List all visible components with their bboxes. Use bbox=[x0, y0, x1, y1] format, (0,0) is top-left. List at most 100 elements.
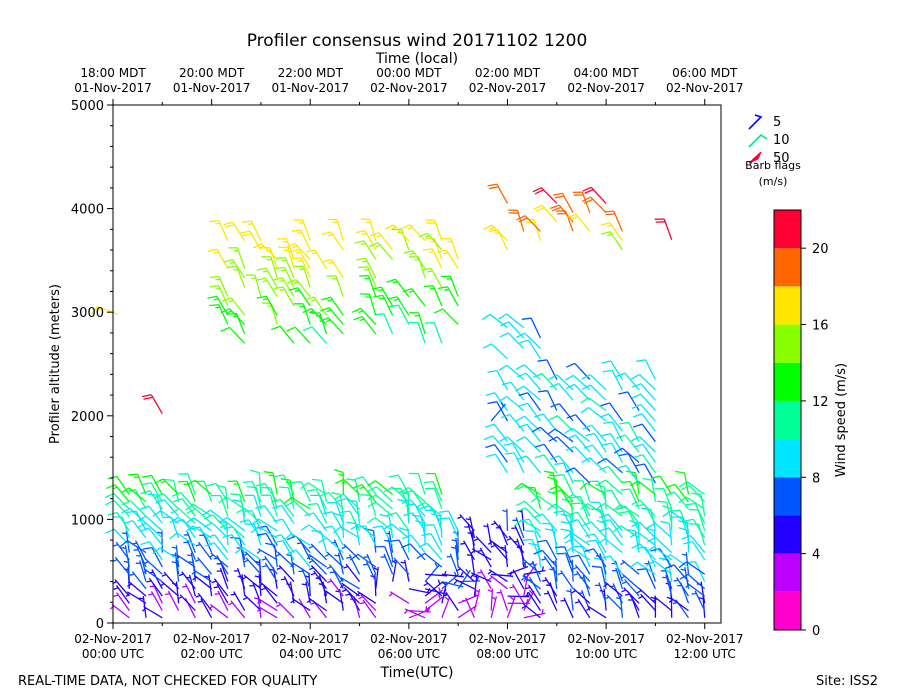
wind-barb bbox=[227, 480, 246, 503]
wind-barb bbox=[515, 500, 541, 517]
wind-barb bbox=[585, 432, 607, 453]
wind-barb bbox=[533, 204, 558, 223]
wind-barb bbox=[437, 286, 459, 307]
top-tick-label-time: 02:00 MDT bbox=[475, 66, 541, 80]
wind-barb bbox=[631, 499, 656, 517]
wind-barb bbox=[512, 517, 525, 539]
wind-barb bbox=[214, 590, 229, 611]
wind-barb bbox=[451, 537, 459, 560]
wind-barb bbox=[334, 493, 361, 510]
wind-barb bbox=[273, 277, 295, 298]
wind-barb bbox=[293, 219, 311, 241]
wind-barb bbox=[206, 482, 229, 503]
wind-barb bbox=[481, 313, 508, 329]
wind-barb bbox=[287, 278, 311, 298]
wind-barb bbox=[360, 218, 377, 241]
wind-barb bbox=[300, 524, 327, 539]
legend-label: 50 bbox=[773, 151, 790, 166]
wind-barb bbox=[629, 480, 656, 496]
wind-barb bbox=[322, 525, 344, 546]
wind-barb bbox=[141, 394, 163, 415]
wind-barb bbox=[113, 592, 130, 611]
wind-barb bbox=[218, 516, 246, 532]
wind-barb bbox=[509, 583, 525, 604]
wind-barb bbox=[685, 502, 706, 524]
wind-barb bbox=[630, 374, 656, 391]
wind-barb bbox=[304, 296, 328, 316]
wind-barb bbox=[564, 374, 591, 391]
wind-barb bbox=[521, 603, 541, 619]
wind-barb bbox=[504, 452, 525, 474]
top-tick-label-date: 02-Nov-2017 bbox=[370, 81, 448, 95]
wind-barb bbox=[457, 513, 475, 532]
wind-barb bbox=[149, 583, 163, 604]
wind-barb bbox=[273, 540, 295, 561]
wind-barb bbox=[631, 436, 656, 453]
legend-label: 10 bbox=[773, 133, 790, 148]
wind-barb bbox=[335, 588, 344, 611]
wind-barb bbox=[209, 285, 229, 307]
top-tick-label-time: 00:00 MDT bbox=[376, 66, 442, 80]
wind-barb bbox=[530, 495, 558, 510]
wind-barb bbox=[403, 512, 426, 532]
colorbar-bin bbox=[774, 210, 801, 249]
wind-barb bbox=[306, 488, 328, 510]
wind-barb bbox=[321, 296, 344, 316]
wind-barb bbox=[341, 586, 361, 604]
wind-barb bbox=[339, 582, 360, 597]
wind-barb bbox=[142, 474, 163, 495]
colorbar-bin bbox=[774, 477, 801, 516]
legend-units: (m/s) bbox=[759, 175, 788, 188]
wind-barb bbox=[565, 467, 591, 484]
wind-barb bbox=[597, 479, 623, 495]
legend-barb-5 bbox=[748, 114, 763, 130]
wind-barb bbox=[549, 485, 574, 503]
wind-barb bbox=[422, 248, 443, 269]
wind-barb bbox=[273, 286, 295, 307]
wind-barb bbox=[178, 571, 196, 590]
wind-barb bbox=[601, 360, 623, 380]
wind-barb bbox=[496, 589, 509, 611]
wind-barb bbox=[515, 332, 541, 349]
wind-barb bbox=[632, 413, 656, 432]
wind-barb bbox=[399, 486, 426, 503]
wind-barb bbox=[298, 598, 311, 619]
wind-barb bbox=[334, 552, 344, 575]
wind-barb bbox=[685, 582, 706, 597]
wind-barb bbox=[369, 232, 394, 251]
top-tick-label-date: 01-Nov-2017 bbox=[271, 81, 349, 95]
wind-barb bbox=[646, 537, 673, 554]
wind-barb bbox=[513, 482, 541, 496]
wind-barb bbox=[595, 582, 607, 604]
wind-barb bbox=[553, 510, 574, 532]
wind-barb bbox=[307, 502, 328, 524]
colorbar-bin bbox=[774, 439, 801, 478]
wind-barb bbox=[183, 539, 196, 561]
wind-barb bbox=[525, 584, 542, 604]
wind-barb bbox=[302, 308, 327, 326]
wind-barb bbox=[660, 567, 673, 590]
wind-barb bbox=[678, 561, 706, 575]
wind-barb bbox=[668, 597, 689, 612]
wind-barb bbox=[601, 489, 623, 510]
wind-barb bbox=[263, 471, 278, 495]
wind-barb bbox=[250, 518, 278, 532]
wind-barb bbox=[564, 427, 591, 443]
wind-barb bbox=[581, 196, 607, 214]
wind-barb bbox=[401, 499, 426, 517]
wind-barb bbox=[333, 512, 344, 539]
wind-barb bbox=[662, 574, 673, 597]
wind-barb bbox=[242, 551, 262, 568]
wind-barb bbox=[491, 520, 509, 539]
wind-barb bbox=[485, 443, 509, 463]
wind-barb bbox=[271, 498, 295, 517]
colorbar: 0 4 8 12 16 20 Wind speed (m/s) bbox=[773, 209, 849, 639]
x-tick-label-date: 02-Nov-2017 bbox=[173, 632, 251, 646]
wind-barb bbox=[572, 545, 591, 568]
wind-barb bbox=[123, 519, 147, 539]
wind-barb bbox=[322, 258, 344, 279]
top-tick-label-date: 01-Nov-2017 bbox=[173, 81, 251, 95]
wind-barb bbox=[222, 297, 246, 316]
top-tick-label-date: 01-Nov-2017 bbox=[74, 81, 152, 95]
wind-barb bbox=[186, 479, 213, 495]
